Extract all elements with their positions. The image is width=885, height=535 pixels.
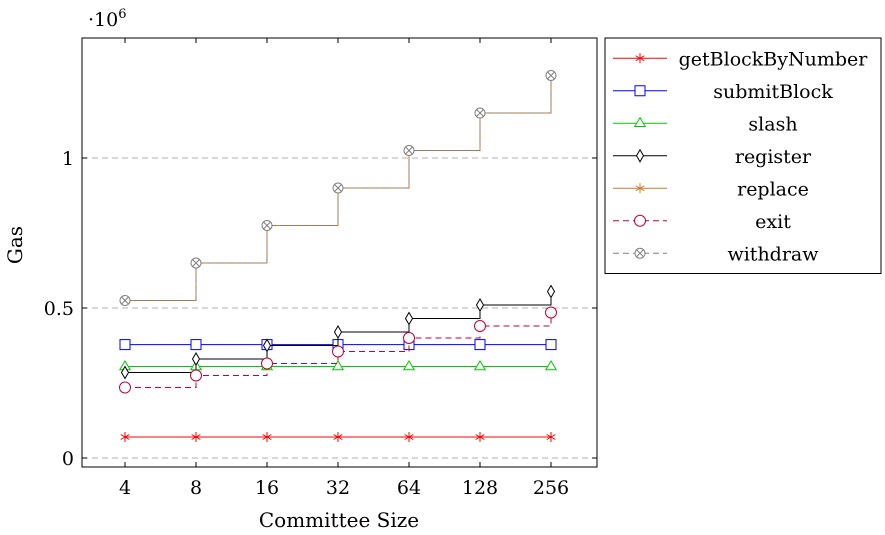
- x-tick-label: 4: [119, 477, 131, 499]
- series-slash: [118, 360, 558, 371]
- series-exit: [119, 306, 557, 394]
- series-withdraw: [119, 70, 557, 306]
- legend-label: replace: [737, 178, 809, 200]
- y-axis-label: Gas: [3, 226, 27, 264]
- data-point-register: [333, 325, 343, 339]
- data-point-withdraw: [545, 70, 557, 81]
- axis-ticks: 0 0.5 1 4 8 16 32 64 128 256: [44, 38, 597, 499]
- data-point-withdraw: [403, 145, 415, 156]
- legend-item-submitBlock: submitBlock: [613, 81, 833, 103]
- x-tick-label: 64: [397, 477, 421, 499]
- data-point-getBlockByNumber: [546, 432, 556, 442]
- plot-frame: [81, 37, 598, 468]
- y-multiplier-label: ·106: [88, 7, 127, 31]
- legend-item-getBlockByNumber: getBlockByNumber: [613, 48, 868, 70]
- legend-label: register: [735, 146, 812, 168]
- data-point-getBlockByNumber: [120, 432, 130, 442]
- legend-marker: [635, 183, 645, 194]
- y-multiplier-exponent: 6: [118, 7, 126, 22]
- legend-marker: [634, 247, 646, 259]
- legend-marker: [634, 214, 646, 227]
- legend-label: getBlockByNumber: [679, 48, 869, 70]
- x-tick-label: 256: [533, 477, 569, 499]
- legend-label: withdraw: [727, 243, 819, 265]
- legend-marker: [634, 85, 646, 97]
- data-point-submitBlock: [190, 339, 202, 351]
- legend-item-slash: slash: [613, 113, 798, 135]
- data-point-register: [120, 365, 130, 380]
- grid-lines: [82, 157, 597, 459]
- data-point-slash: [331, 360, 345, 371]
- series-layer: [118, 70, 558, 442]
- legend-label: exit: [755, 211, 791, 233]
- data-point-exit: [119, 381, 131, 394]
- legend-marker: [635, 148, 645, 163]
- y-tick-label: 0.5: [44, 298, 74, 320]
- series-getBlockByNumber: [120, 432, 556, 442]
- x-tick-label: 32: [326, 477, 350, 499]
- data-point-register: [546, 284, 556, 299]
- data-point-getBlockByNumber: [475, 432, 485, 442]
- data-point-submitBlock: [474, 339, 486, 351]
- y-tick-label: 0: [62, 448, 74, 470]
- x-tick-label: 128: [462, 477, 498, 499]
- data-point-getBlockByNumber: [333, 432, 343, 442]
- data-point-getBlockByNumber: [404, 432, 414, 442]
- data-point-withdraw: [332, 182, 344, 194]
- data-point-slash: [473, 360, 487, 371]
- x-tick-label: 16: [255, 477, 279, 499]
- data-point-exit: [545, 306, 557, 319]
- legend-marker: [635, 53, 645, 64]
- data-point-slash: [544, 360, 558, 371]
- data-point-withdraw: [190, 257, 202, 269]
- data-point-exit: [261, 357, 273, 370]
- y-tick-label: 1: [62, 148, 74, 170]
- data-point-register: [404, 311, 414, 326]
- data-point-exit: [403, 332, 415, 344]
- legend-item-exit: exit: [613, 211, 791, 233]
- data-point-register: [191, 352, 201, 366]
- data-point-exit: [474, 320, 486, 332]
- data-point-submitBlock: [545, 339, 557, 351]
- legend: getBlockByNumber submitBlock slash register…: [604, 37, 882, 274]
- legend-item-withdraw: withdraw: [613, 243, 819, 265]
- data-point-register: [262, 338, 272, 353]
- data-point-exit: [332, 345, 344, 358]
- legend-marker: [633, 116, 647, 128]
- data-point-getBlockByNumber: [191, 432, 201, 442]
- data-point-withdraw: [119, 295, 131, 306]
- legend-label: submitBlock: [713, 81, 833, 103]
- legend-label: slash: [748, 113, 797, 135]
- data-point-slash: [402, 360, 416, 371]
- data-point-getBlockByNumber: [262, 432, 272, 442]
- x-axis-label: Committee Size: [259, 508, 419, 532]
- data-point-withdraw: [261, 220, 273, 231]
- data-point-register: [475, 298, 485, 312]
- data-point-exit: [190, 369, 202, 382]
- y-multiplier-base: ·10: [88, 9, 118, 31]
- data-point-withdraw: [474, 107, 486, 119]
- legend-item-register: register: [613, 146, 812, 168]
- legend-item-replace: replace: [613, 178, 809, 200]
- series-register: [120, 284, 556, 380]
- x-tick-label: 8: [190, 477, 202, 499]
- data-point-submitBlock: [119, 339, 131, 351]
